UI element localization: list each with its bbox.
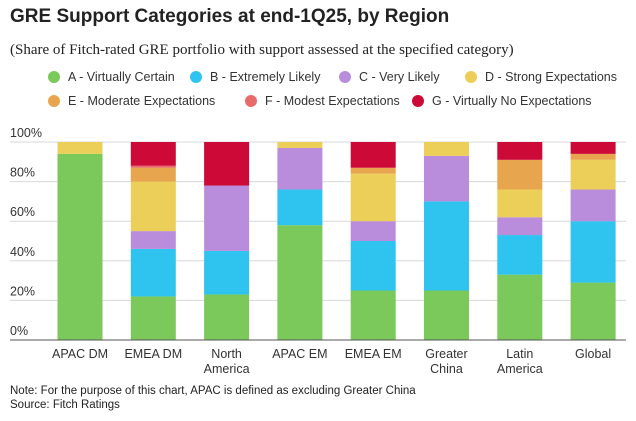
bar-segment-d-strong-expectations	[130, 181, 176, 232]
bar-segment-g-virtually-no-expectations	[497, 142, 543, 160]
legend-swatch	[48, 71, 60, 83]
y-tick-label: 40%	[10, 245, 35, 259]
x-tick-label: APAC DM	[52, 347, 108, 361]
bar-segment-b-extremely-likely	[277, 189, 323, 226]
bar-segment-b-extremely-likely	[570, 221, 616, 283]
x-tick-label: APAC EM	[272, 347, 327, 361]
legend-swatch	[465, 71, 477, 83]
legend-label: G - Virtually No Expectations	[432, 94, 592, 108]
source-note: Source: Fitch Ratings	[10, 399, 120, 411]
bar-segment-e-moderate-expectations	[350, 167, 396, 174]
bar-segment-b-extremely-likely	[204, 250, 250, 295]
chart-legend: A - Virtually Certain B - Extremely Likel…	[0, 66, 636, 110]
legend-swatch	[245, 95, 257, 107]
chart-footer: Note: For the purpose of this chart, APA…	[10, 384, 416, 412]
legend-item-f-modest-expectations: F - Modest Expectations	[245, 94, 400, 108]
legend-label: C - Very Likely	[359, 70, 440, 84]
bar-segment-e-moderate-expectations	[570, 153, 616, 160]
bar-segment-a-virtually-certain	[570, 282, 616, 340]
x-tick-label: Global	[575, 347, 611, 361]
legend-label: E - Moderate Expectations	[68, 94, 216, 108]
bar-segment-a-virtually-certain	[424, 290, 469, 340]
chart-subtitle: (Share of Fitch-rated GRE portfolio with…	[10, 42, 514, 58]
legend-item-c-very-likely: C - Very Likely	[339, 70, 440, 84]
bar-segment-d-strong-expectations	[570, 159, 616, 190]
bar-segment-b-extremely-likely	[424, 201, 469, 291]
bar-segment-e-moderate-expectations	[497, 159, 543, 190]
bar-segment-g-virtually-no-expectations	[570, 142, 616, 154]
bar-segment-d-strong-expectations	[424, 142, 469, 156]
bar-segment-a-virtually-certain	[130, 296, 176, 340]
bar-segment-g-virtually-no-expectations	[204, 142, 250, 186]
legend-label: F - Modest Expectations	[265, 94, 400, 108]
legend-swatch	[339, 71, 351, 83]
y-tick-label: 20%	[10, 284, 35, 298]
footnote: Note: For the purpose of this chart, APA…	[10, 385, 416, 397]
bar-segment-a-virtually-certain	[350, 290, 396, 340]
legend-item-d-strong-expectations: D - Strong Expectations	[465, 70, 617, 84]
bar-segment-g-virtually-no-expectations	[130, 142, 176, 166]
bar-segment-a-virtually-certain	[57, 153, 103, 340]
legend-label: A - Virtually Certain	[68, 70, 175, 84]
bar-segment-a-virtually-certain	[497, 274, 543, 340]
x-tick-label: EMEA DM	[124, 347, 182, 361]
bar-segment-d-strong-expectations	[350, 173, 396, 222]
bar-segment-a-virtually-certain	[204, 294, 250, 340]
bar-segment-c-very-likely	[424, 155, 469, 202]
bar-segment-g-virtually-no-expectations	[350, 142, 396, 168]
legend-swatch	[412, 95, 424, 107]
legend-label: D - Strong Expectations	[485, 70, 618, 84]
x-tick-label: Greater China	[425, 347, 467, 376]
bar-segment-d-strong-expectations	[277, 142, 323, 148]
bar-segment-e-moderate-expectations	[130, 167, 176, 182]
bar-segment-c-very-likely	[204, 185, 250, 251]
chart-title: GRE Support Categories at end-1Q25, by R…	[10, 6, 450, 27]
bar-segment-c-very-likely	[130, 231, 176, 249]
bar-segment-f-modest-expectations	[130, 165, 176, 168]
x-tick-label: Latin America	[497, 347, 543, 376]
legend-item-g-virtually-no-expectations: G - Virtually No Expectations	[412, 94, 592, 108]
bar-segment-d-strong-expectations	[57, 142, 103, 154]
bar-segment-c-very-likely	[350, 221, 396, 241]
stacked-bar-chart: 0% 20% 40% 60% 80% 100% APAC DM EMEA DM North Ame…	[10, 126, 626, 376]
bar-segment-b-extremely-likely	[350, 241, 396, 291]
bar-segment-b-extremely-likely	[130, 248, 176, 297]
bar-segment-b-extremely-likely	[497, 235, 543, 275]
legend-item-b-extremely-likely: B - Extremely Likely	[190, 70, 320, 84]
legend-item-a-virtually-certain: A - Virtually Certain	[48, 70, 175, 84]
legend-swatch	[48, 95, 60, 107]
x-tick-label: EMEA EM	[345, 347, 402, 361]
x-tick-label: North America	[204, 347, 250, 376]
bar-segment-c-very-likely	[570, 189, 616, 222]
y-tick-label: 80%	[10, 166, 35, 180]
bar-segment-d-strong-expectations	[497, 189, 543, 218]
legend-label: B - Extremely Likely	[210, 70, 321, 84]
bar-segment-c-very-likely	[277, 147, 323, 190]
bar-segment-c-very-likely	[497, 217, 543, 236]
y-tick-label: 60%	[10, 205, 35, 219]
legend-swatch	[190, 71, 202, 83]
y-tick-label: 0%	[10, 324, 28, 338]
y-tick-label: 100%	[10, 126, 42, 140]
bar-segment-a-virtually-certain	[277, 225, 323, 340]
legend-item-e-moderate-expectations: E - Moderate Expectations	[48, 94, 215, 108]
